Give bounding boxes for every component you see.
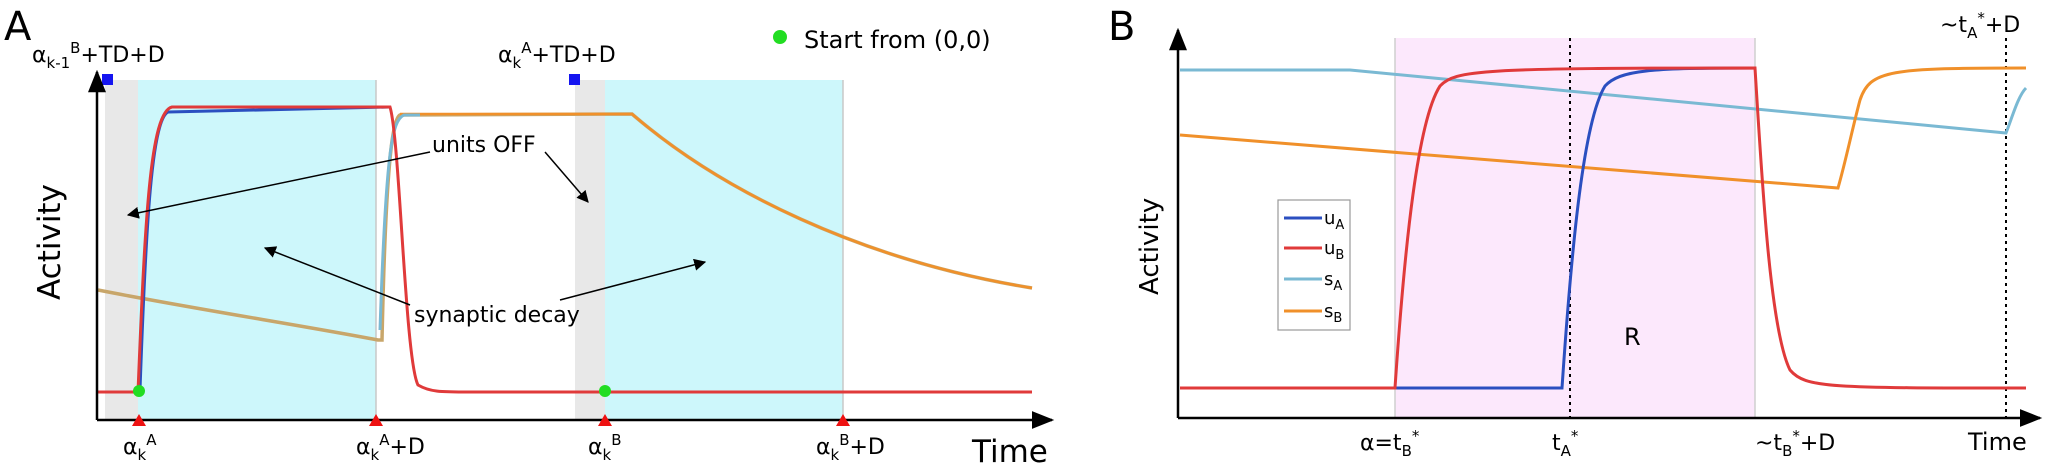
legend-marker-a: [773, 30, 787, 44]
x-tick-a-3: αkB: [588, 431, 622, 464]
panel-b-label: B: [1108, 4, 1135, 50]
legend-label-sA: sA: [1324, 269, 1342, 294]
legend-label-a: Start from (0,0): [804, 26, 991, 54]
x-tick-a-1: αkA: [123, 431, 157, 464]
curve-lightblue-a: [378, 113, 420, 331]
y-label-b: Activity: [1135, 198, 1165, 295]
curve-sA: [1180, 68, 2028, 135]
x-tick-b-2: tA*: [1552, 427, 1579, 460]
annotation-units-off: units OFF: [432, 133, 536, 158]
x-tick-b-1: α=tB*: [1360, 427, 1420, 460]
gray-region-1: [105, 80, 138, 420]
y-label-a: Activity: [32, 184, 68, 300]
annotation-syn-decay: synaptic decay: [414, 303, 580, 328]
legend-b: uA uB sA sB: [1277, 199, 1351, 331]
legend-label-sB: sB: [1324, 301, 1342, 326]
panel-b: B Activity Time R uA uB sA: [1108, 4, 2043, 460]
x-tick-b-3: ~tB*+D: [1755, 427, 1835, 460]
curve-sB: [1179, 66, 2027, 190]
curve-red-a: [98, 105, 1032, 394]
panel-a-label: A: [4, 4, 32, 50]
cyan-region-1: [138, 80, 376, 420]
legend-label-uA: uA: [1324, 208, 1344, 233]
tick-triangle-2: [369, 414, 383, 426]
x-tick-a-2: αkA+D: [356, 431, 425, 464]
panel-a: A Activity Time αk-1B+TD+D: [4, 4, 1055, 467]
region-label-r: R: [1624, 323, 1641, 351]
tick-triangle-1: [132, 414, 146, 426]
tick-triangle-3: [598, 414, 612, 426]
start-dot-2: [599, 385, 611, 397]
tick-triangle-4: [836, 414, 850, 426]
top-label-1: αk-1B+TD+D: [32, 39, 165, 72]
x-label-a: Time: [971, 434, 1048, 467]
x-tick-a-4: αkB+D: [816, 431, 885, 464]
blue-square-1: [102, 74, 113, 85]
blue-square-2: [569, 74, 580, 85]
x-label-b: Time: [1967, 428, 2027, 456]
x-tick-b-4: ~tA*+D: [1940, 9, 2020, 42]
top-label-2: αkA+TD+D: [498, 39, 616, 72]
curve-uB: [1180, 66, 2027, 390]
gray-region-2: [575, 80, 605, 420]
curve-orange-a: [400, 112, 1033, 290]
legend-label-uB: uB: [1324, 238, 1344, 263]
cyan-region-2: [605, 80, 843, 420]
start-dot-1: [133, 385, 145, 397]
